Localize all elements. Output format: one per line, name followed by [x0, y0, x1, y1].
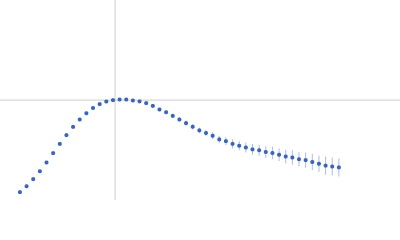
- data-point: [17, 190, 22, 195]
- data-point: [237, 143, 242, 148]
- data-point: [71, 124, 76, 129]
- data-point: [44, 160, 49, 165]
- data-point: [330, 164, 335, 169]
- data-point: [31, 177, 36, 182]
- data-point: [270, 150, 275, 155]
- data-point: [124, 97, 129, 102]
- data-point: [283, 154, 288, 159]
- data-point: [64, 133, 69, 138]
- data-point: [24, 184, 29, 189]
- data-point: [203, 131, 208, 136]
- data-point: [257, 148, 262, 153]
- data-point: [303, 158, 308, 163]
- data-point: [157, 107, 162, 112]
- data-point: [91, 106, 96, 111]
- data-point: [184, 121, 189, 126]
- data-point: [84, 111, 89, 116]
- data-point: [51, 151, 56, 156]
- data-point: [210, 133, 215, 138]
- data-point: [137, 99, 142, 104]
- data-point: [310, 159, 315, 164]
- data-point: [117, 97, 122, 102]
- data-point: [77, 117, 82, 122]
- data-point: [170, 113, 175, 118]
- data-point: [297, 157, 302, 162]
- data-point: [57, 141, 62, 146]
- data-point: [190, 124, 195, 129]
- data-point: [164, 110, 169, 115]
- data-point: [316, 161, 321, 166]
- data-point: [290, 155, 295, 160]
- data-point: [323, 163, 328, 168]
- data-point: [110, 98, 115, 103]
- data-point: [177, 117, 182, 122]
- data-point: [104, 99, 109, 104]
- data-point: [223, 139, 228, 144]
- data-point: [243, 145, 248, 150]
- data-point: [150, 103, 155, 108]
- data-point: [336, 165, 341, 170]
- data-point: [197, 128, 202, 133]
- chart: [0, 0, 400, 200]
- data-point: [144, 101, 149, 106]
- data-point: [277, 152, 282, 157]
- data-point: [37, 169, 42, 174]
- data-point: [130, 98, 135, 103]
- data-point: [217, 137, 222, 142]
- data-point: [250, 147, 255, 152]
- data-point: [230, 141, 235, 146]
- data-point: [263, 150, 268, 155]
- data-point: [97, 102, 102, 107]
